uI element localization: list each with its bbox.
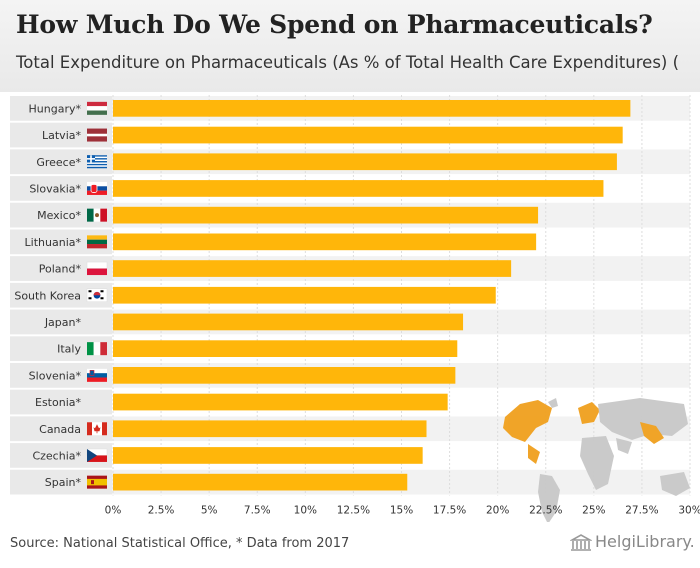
chart-title: How Much Do We Spend on Pharmaceuticals? xyxy=(16,10,653,39)
south-korea-flag-icon xyxy=(86,288,108,302)
bar xyxy=(113,180,604,197)
category-label: Mexico* xyxy=(37,209,81,222)
category-label: Spain* xyxy=(45,476,82,489)
x-tick-label: 27.5% xyxy=(625,505,658,517)
map-landmass xyxy=(528,444,540,464)
bar xyxy=(113,206,539,224)
x-tick-label: 20% xyxy=(486,505,509,517)
map-landmass xyxy=(578,402,600,424)
category-label: South Korea xyxy=(14,289,81,302)
category-label: Canada xyxy=(39,423,81,436)
x-tick-label: 2.5% xyxy=(148,505,175,517)
category-label: Greece* xyxy=(36,156,81,169)
x-tick-label: 25% xyxy=(582,505,605,517)
bar xyxy=(113,126,623,144)
brand-logo: HelgiLibrary. xyxy=(570,532,695,551)
category-label: Lithuania* xyxy=(25,236,82,249)
greece-flag-icon xyxy=(87,155,107,169)
map-landmass xyxy=(598,398,688,440)
italy-flag-icon xyxy=(87,342,107,356)
bar xyxy=(113,233,537,251)
x-tick-label: 5% xyxy=(201,505,218,517)
bar xyxy=(113,447,423,464)
x-tick-label: 17.5% xyxy=(433,505,466,517)
brand-name: HelgiLibrary. xyxy=(595,532,695,551)
flags xyxy=(86,101,108,489)
category-label: Poland* xyxy=(39,263,82,276)
map-landmass xyxy=(660,472,690,496)
map-landmass xyxy=(503,400,552,442)
map-landmass xyxy=(640,422,664,444)
bar xyxy=(113,340,458,357)
source-note: Source: National Statistical Office, * D… xyxy=(10,536,350,551)
chart-header: How Much Do We Spend on Pharmaceuticals?… xyxy=(0,0,700,92)
label-band xyxy=(10,389,112,415)
bar xyxy=(113,100,631,117)
bar xyxy=(113,153,617,171)
slovenia-flag-icon xyxy=(87,368,107,382)
map-landmass xyxy=(538,474,560,522)
lithuania-flag-icon xyxy=(87,235,107,249)
spain-flag-icon xyxy=(87,475,107,489)
category-label: Japan* xyxy=(44,316,82,329)
category-label: Hungary* xyxy=(29,102,82,115)
map-landmass xyxy=(548,398,558,408)
bar-chart: Hungary* Latvia* Greece* Slovakia* Mexico* Li… xyxy=(10,95,700,522)
x-tick-label: 7.5% xyxy=(244,505,271,517)
map-landmass xyxy=(616,438,632,454)
category-label: Slovenia* xyxy=(29,369,82,382)
category-label: Czechia* xyxy=(32,449,81,462)
slovakia-flag-icon xyxy=(87,181,107,195)
czechia-flag-icon xyxy=(86,448,108,462)
bar xyxy=(113,260,512,277)
label-band xyxy=(10,309,112,335)
category-label: Slovakia* xyxy=(29,182,81,195)
mexico-flag-icon xyxy=(87,208,107,222)
x-tick-labels: 0% 2.5% 5% 7.5% 10% 12.5% 15% 17.5% 20% 22.5% 25% 2… xyxy=(105,505,700,517)
x-tick-label: 12.5% xyxy=(337,505,370,517)
library-building-icon xyxy=(570,533,592,551)
category-label: Estonia* xyxy=(35,396,81,409)
hungary-flag-icon xyxy=(87,101,107,115)
bars xyxy=(113,100,631,491)
x-tick-label: 15% xyxy=(390,505,413,517)
chart-subtitle: Total Expenditure on Pharmaceuticals (As… xyxy=(16,53,680,72)
bar xyxy=(113,313,464,331)
map-landmass xyxy=(580,436,614,490)
category-label: Italy xyxy=(57,343,81,356)
x-tick-label: 30% xyxy=(678,505,700,517)
x-tick-label: 10% xyxy=(294,505,317,517)
category-labels: Hungary* Latvia* Greece* Slovakia* Mexico* Li… xyxy=(14,102,81,489)
bar xyxy=(113,367,456,384)
poland-flag-icon xyxy=(86,261,108,276)
bar xyxy=(113,420,427,438)
category-label: Latvia* xyxy=(42,129,81,142)
bar xyxy=(113,286,496,304)
world-map-inset xyxy=(503,398,690,522)
bar xyxy=(113,393,448,411)
x-tick-label: 22.5% xyxy=(529,505,562,517)
canada-flag-icon xyxy=(87,422,107,436)
bar xyxy=(113,473,408,491)
latvia-flag-icon xyxy=(87,128,107,142)
x-tick-label: 0% xyxy=(105,505,122,517)
